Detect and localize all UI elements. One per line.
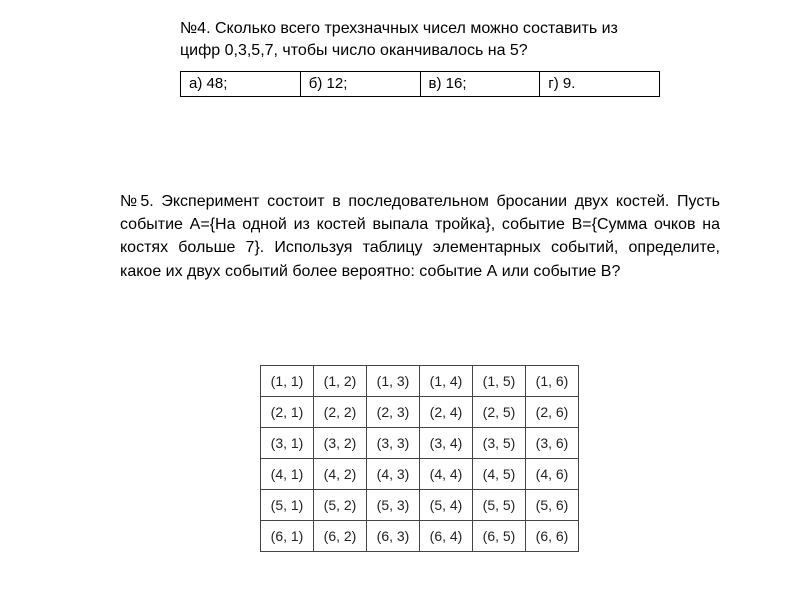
dice-cell: (5, 1) — [261, 490, 314, 521]
dice-table-wrap: (1, 1) (1, 2) (1, 3) (1, 4) (1, 5) (1, 6… — [260, 365, 579, 552]
question-5-block: №5. Эксперимент состоит в последовательн… — [120, 190, 720, 283]
dice-cell: (4, 6) — [526, 459, 579, 490]
dice-cell: (4, 4) — [420, 459, 473, 490]
dice-outcomes-table: (1, 1) (1, 2) (1, 3) (1, 4) (1, 5) (1, 6… — [260, 365, 579, 552]
dice-cell: (6, 5) — [473, 521, 526, 552]
question-4-answers-table: а) 48; б) 12; в) 16; г) 9. — [180, 71, 660, 97]
dice-cell: (2, 4) — [420, 397, 473, 428]
dice-cell: (1, 4) — [420, 366, 473, 397]
dice-cell: (1, 1) — [261, 366, 314, 397]
table-row: (1, 1) (1, 2) (1, 3) (1, 4) (1, 5) (1, 6… — [261, 366, 579, 397]
dice-cell: (6, 6) — [526, 521, 579, 552]
dice-cell: (2, 5) — [473, 397, 526, 428]
question-4-text: №4. Сколько всего трехзначных чисел можн… — [180, 18, 660, 63]
dice-cell: (1, 6) — [526, 366, 579, 397]
dice-cell: (2, 1) — [261, 397, 314, 428]
dice-cell: (5, 2) — [314, 490, 367, 521]
dice-cell: (1, 5) — [473, 366, 526, 397]
dice-cell: (3, 2) — [314, 428, 367, 459]
table-row: (2, 1) (2, 2) (2, 3) (2, 4) (2, 5) (2, 6… — [261, 397, 579, 428]
dice-cell: (2, 6) — [526, 397, 579, 428]
answer-cell-b: б) 12; — [300, 71, 420, 96]
dice-cell: (4, 1) — [261, 459, 314, 490]
dice-cell: (6, 1) — [261, 521, 314, 552]
dice-cell: (5, 4) — [420, 490, 473, 521]
table-row: (6, 1) (6, 2) (6, 3) (6, 4) (6, 5) (6, 6… — [261, 521, 579, 552]
dice-cell: (3, 4) — [420, 428, 473, 459]
table-row: (4, 1) (4, 2) (4, 3) (4, 4) (4, 5) (4, 6… — [261, 459, 579, 490]
dice-cell: (4, 5) — [473, 459, 526, 490]
answer-cell-c: в) 16; — [420, 71, 540, 96]
dice-cell: (3, 3) — [367, 428, 420, 459]
dice-cell: (3, 5) — [473, 428, 526, 459]
question-5-text: №5. Эксперимент состоит в последовательн… — [120, 190, 720, 283]
dice-cell: (5, 5) — [473, 490, 526, 521]
table-row: (5, 1) (5, 2) (5, 3) (5, 4) (5, 5) (5, 6… — [261, 490, 579, 521]
dice-cell: (1, 3) — [367, 366, 420, 397]
dice-cell: (2, 3) — [367, 397, 420, 428]
dice-cell: (1, 2) — [314, 366, 367, 397]
dice-cell: (5, 6) — [526, 490, 579, 521]
dice-cell: (4, 3) — [367, 459, 420, 490]
dice-cell: (3, 6) — [526, 428, 579, 459]
table-row: (3, 1) (3, 2) (3, 3) (3, 4) (3, 5) (3, 6… — [261, 428, 579, 459]
dice-cell: (3, 1) — [261, 428, 314, 459]
dice-cell: (2, 2) — [314, 397, 367, 428]
dice-cell: (6, 2) — [314, 521, 367, 552]
question-4-block: №4. Сколько всего трехзначных чисел можн… — [180, 18, 660, 97]
dice-cell: (4, 2) — [314, 459, 367, 490]
answer-cell-d: г) 9. — [540, 71, 660, 96]
answer-cell-a: а) 48; — [181, 71, 301, 96]
dice-cell: (5, 3) — [367, 490, 420, 521]
dice-cell: (6, 4) — [420, 521, 473, 552]
table-row: а) 48; б) 12; в) 16; г) 9. — [181, 71, 660, 96]
dice-cell: (6, 3) — [367, 521, 420, 552]
